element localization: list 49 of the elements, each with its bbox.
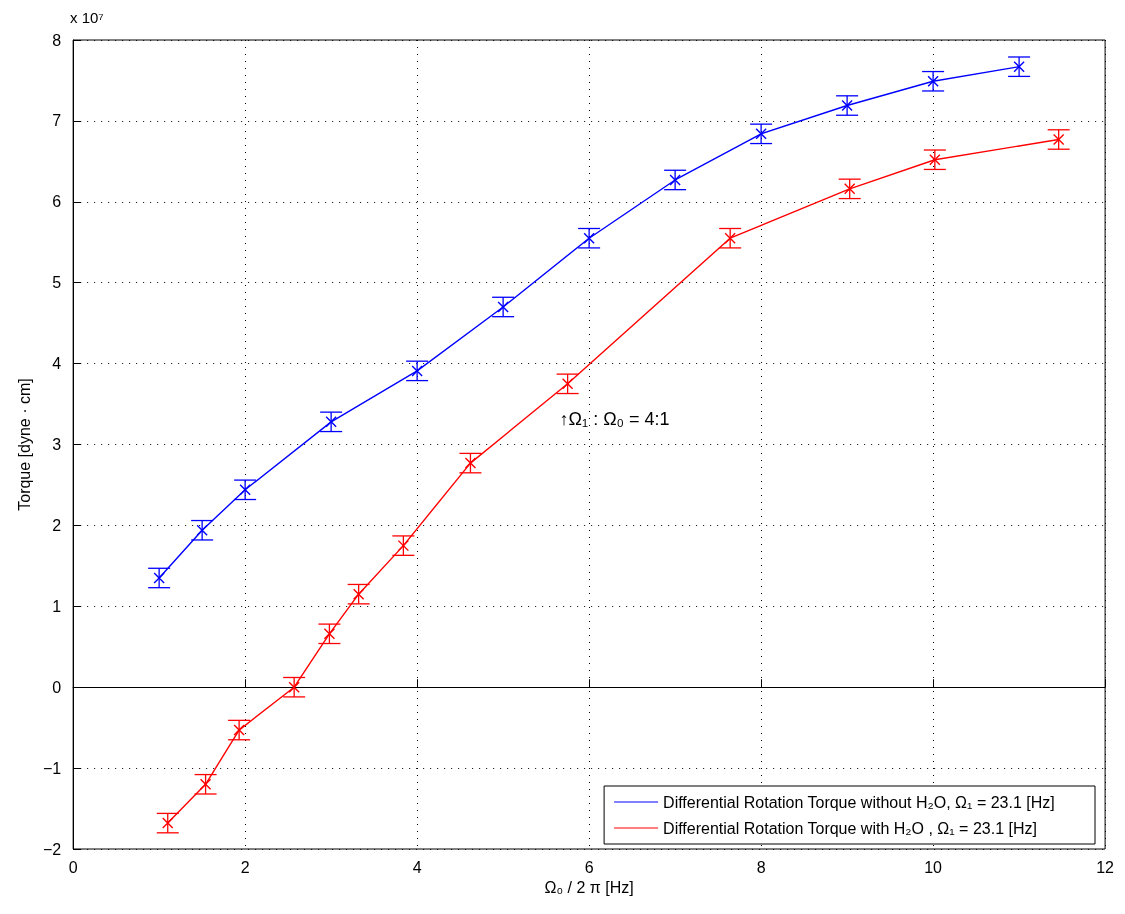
y-tick-label: 4 [52,355,62,373]
point [288,681,300,693]
x-tick-label: 10 [924,858,943,876]
x-tick-label: 6 [584,858,594,876]
point [669,174,681,186]
point [196,524,208,536]
point [162,817,174,829]
point [724,232,736,244]
point [352,588,365,600]
point [233,724,245,736]
point [497,301,509,313]
y-tick-label: 7 [52,112,62,130]
y-tick-label: −2 [42,840,62,858]
y-tick-label: 3 [52,436,62,453]
x-tick-label: 12 [1096,858,1115,876]
point [755,128,767,140]
annotation: ↑Ω₁ : Ω₀ = 4:1 [559,408,670,429]
point [929,154,941,166]
x-tick-label: 4 [412,858,422,876]
point [464,457,477,469]
x-axis-title: Ω₀ / 2 π [Hz] [544,879,634,897]
x-tick-label: 2 [240,858,250,876]
point [841,99,853,112]
y-tick-label: 2 [52,516,62,534]
text: x 10⁷ [70,9,104,26]
y-tick-label: 6 [52,193,62,211]
y-tick-label: 1 [52,597,62,615]
y-tick-label: −1 [42,759,62,777]
point [583,232,595,244]
point [411,365,423,377]
legend-label: Differential Rotation Torque with H₂O , Ω₁ = 23.1 [Hz] [663,819,1037,837]
point [1052,133,1065,146]
point [843,183,856,195]
point [927,75,939,87]
point [1013,61,1025,73]
y-tick-label: 0 [52,678,62,696]
y-tick-label: 8 [52,31,62,49]
y-axis-title: Torque [dyne · cm] [15,378,33,511]
point [199,778,212,790]
point [239,484,251,496]
x-tick-label: 8 [756,858,766,876]
y-tick-label: 5 [52,274,62,292]
x-tick-label: 0 [68,858,78,876]
point [153,572,165,584]
point [561,378,574,390]
legend-label: Differential Rotation Torque without H₂O, Ω₁ = 23.1 [Hz] [663,793,1055,811]
point [325,416,337,428]
point [397,539,410,552]
point [323,628,336,640]
